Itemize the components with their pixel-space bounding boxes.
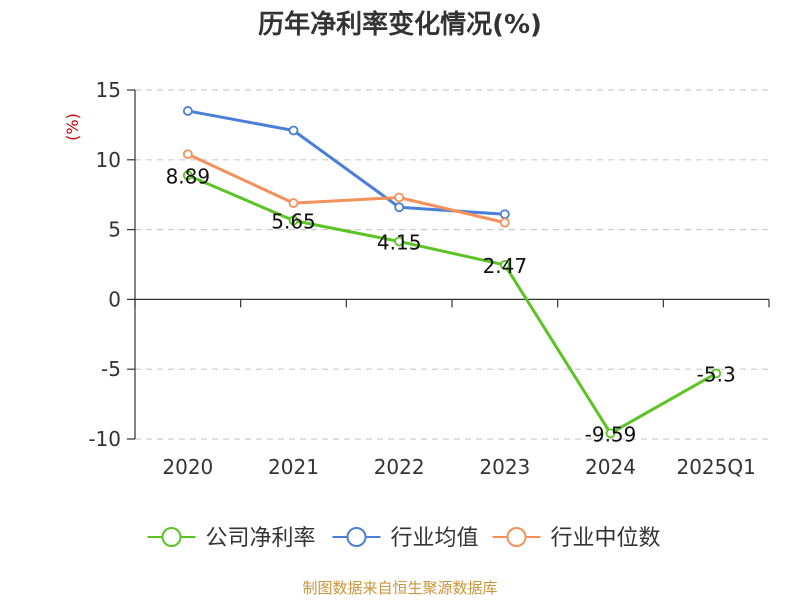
- legend-label: 行业中位数: [551, 526, 661, 551]
- data-point: [711, 368, 722, 379]
- series-lines: [182, 106, 722, 439]
- data-label: 2.47: [483, 254, 528, 278]
- data-point: [182, 149, 193, 160]
- x-tick-label: 2024: [585, 455, 636, 479]
- data-point: [182, 106, 193, 116]
- data-point: [499, 217, 510, 228]
- data-point: [605, 428, 616, 439]
- y-axis-unit-label: (%): [63, 113, 82, 141]
- legend-item: 行业中位数: [492, 526, 661, 551]
- data-labels: 8.89 5.65 4.15 2.47 -9.59 -5.3: [166, 164, 736, 446]
- legend-swatch-marker: [161, 527, 182, 547]
- y-tick-label: -10: [88, 427, 121, 451]
- x-tick-label: 2021: [268, 455, 319, 479]
- grid-lines: [135, 89, 769, 440]
- source-footer: 制图数据来自恒生聚源数据库: [302, 579, 497, 597]
- data-label: -5.3: [697, 362, 736, 386]
- legend-swatch-marker: [506, 527, 527, 547]
- legend-swatch-marker: [346, 527, 367, 547]
- data-point: [394, 192, 405, 203]
- legend-item: 公司净利率: [147, 526, 316, 551]
- data-label: 8.89: [166, 164, 211, 188]
- y-tick-label: -5: [101, 357, 121, 381]
- y-tick-label: 5: [108, 218, 121, 242]
- data-point: [394, 202, 405, 213]
- y-tick-label: 10: [96, 148, 121, 172]
- data-point: [288, 125, 299, 136]
- data-point: [182, 170, 193, 181]
- legend-label: 公司净利率: [206, 526, 316, 551]
- data-label: -9.59: [585, 422, 637, 446]
- data-point: [288, 198, 299, 208]
- data-label: 4.15: [377, 230, 422, 254]
- data-point: [499, 209, 510, 220]
- data-point: [394, 236, 405, 247]
- y-tick-label: 15: [96, 78, 121, 102]
- legend-item: 行业均值: [332, 526, 479, 551]
- x-tick-label: 2022: [374, 455, 425, 479]
- axes: 15 10 5 0 -5 -10 2020 2021 2022 2023 2024 2025Q1: [88, 78, 770, 479]
- legend-label: 行业均值: [391, 526, 479, 551]
- series-line: [187, 109, 505, 216]
- series-line: [187, 173, 717, 435]
- y-tick-label: 0: [108, 287, 121, 311]
- chart-title: 历年净利率变化情况(%): [258, 9, 542, 40]
- series-line: [187, 152, 506, 225]
- data-point: [288, 215, 299, 226]
- x-tick-label: 2020: [162, 455, 213, 479]
- legend: 公司净利率 行业均值 行业中位数: [147, 526, 661, 551]
- data-label: 5.65: [271, 210, 316, 234]
- x-tick-label: 2023: [479, 455, 530, 479]
- data-point: [499, 260, 510, 270]
- x-tick-label: 2025Q1: [676, 455, 755, 479]
